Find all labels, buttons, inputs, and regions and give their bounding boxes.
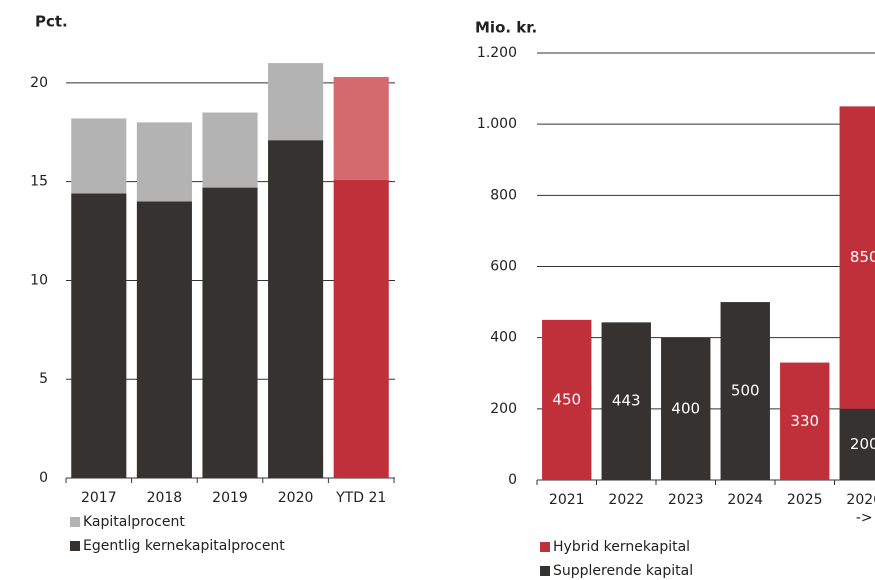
legend-label: Kapitalprocent	[83, 514, 185, 530]
y-tick-label: 800	[490, 187, 517, 203]
y-tick-label: 1.200	[477, 45, 517, 61]
bar	[202, 112, 258, 188]
x-tick-label: 2026->	[846, 492, 875, 526]
bar	[839, 106, 875, 409]
legend-swatch	[540, 566, 550, 576]
legend-swatch	[70, 541, 80, 551]
bar	[333, 179, 389, 478]
x-tick-label: 2018	[147, 490, 183, 506]
x-tick-label: 2017	[81, 490, 117, 506]
bar	[268, 63, 324, 141]
chart-title: Mio. kr.	[475, 19, 537, 37]
legend-swatch	[540, 542, 550, 552]
bar	[136, 122, 192, 202]
y-tick-label: 5	[39, 371, 48, 387]
bar	[202, 187, 258, 478]
chart-title: Pct.	[35, 13, 68, 31]
y-tick-label: 10	[30, 272, 48, 288]
data-label: 200	[850, 435, 875, 453]
bar	[780, 362, 830, 480]
legend-swatch	[70, 517, 80, 527]
y-tick-label: 15	[30, 174, 48, 190]
bar	[268, 140, 324, 479]
bar	[542, 319, 592, 480]
x-tick-label: 2021	[549, 492, 585, 508]
bar	[71, 193, 127, 478]
y-tick-label: 0	[508, 472, 517, 488]
x-tick-label: 2023	[668, 492, 704, 508]
x-tick-label: 2025	[787, 492, 823, 508]
y-tick-label: 0	[39, 470, 48, 486]
y-tick-label: 20	[30, 75, 48, 91]
x-tick-label: YTD 21	[335, 490, 386, 506]
bar	[601, 322, 651, 480]
data-label: 400	[671, 399, 700, 417]
data-label: 330	[790, 412, 819, 430]
x-tick-label: 2020	[278, 490, 314, 506]
y-tick-label: 1.000	[477, 116, 517, 132]
bar	[333, 76, 389, 180]
bar	[661, 337, 711, 480]
x-tick-label: 2022	[608, 492, 644, 508]
bar	[136, 201, 192, 479]
x-tick-label: 2019	[212, 490, 248, 506]
legend-label: Hybrid kernekapital	[553, 539, 690, 555]
bar	[71, 118, 127, 194]
data-label: 850	[850, 248, 875, 266]
legend-label: Egentlig kernekapitalprocent	[83, 538, 285, 554]
data-label: 443	[612, 392, 641, 410]
y-tick-label: 600	[490, 259, 517, 275]
bar	[839, 408, 875, 480]
y-tick-label: 400	[490, 330, 517, 346]
y-tick-label: 200	[490, 401, 517, 417]
data-label: 500	[731, 382, 760, 400]
legend-label: Supplerende kapital	[553, 563, 693, 579]
bar	[720, 302, 770, 480]
data-label: 450	[552, 390, 581, 408]
x-tick-label: 2024	[727, 492, 763, 508]
